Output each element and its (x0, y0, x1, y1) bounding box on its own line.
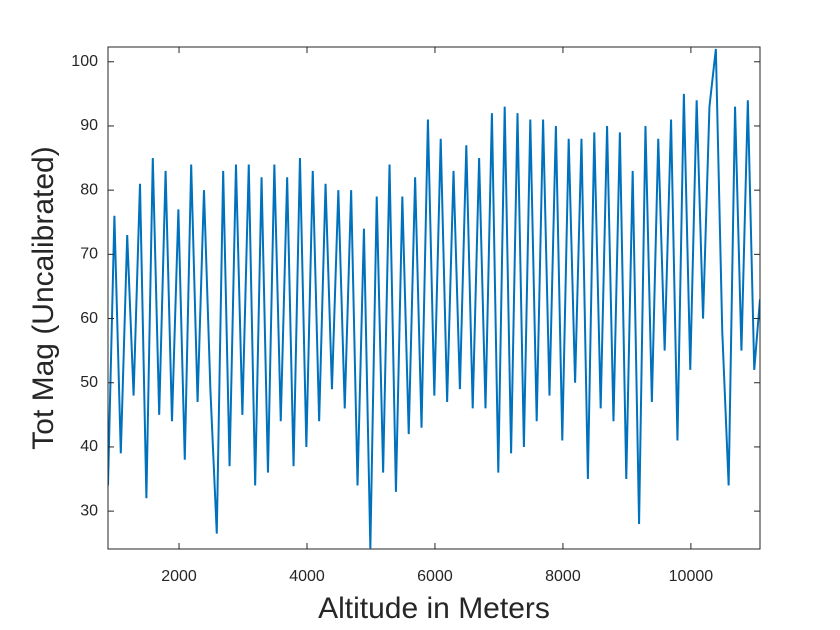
y-tick-label: 90 (80, 117, 98, 134)
y-tick-label: 100 (71, 53, 98, 70)
y-tick-label: 80 (80, 181, 98, 198)
data-line (108, 48, 760, 549)
x-axis-label: Altitude in Meters (318, 592, 550, 625)
y-tick-label: 60 (80, 310, 98, 327)
plot-frame (107, 46, 761, 550)
y-tick-label: 40 (80, 438, 98, 455)
y-tick-label: 30 (80, 502, 98, 519)
x-tick-label: 2000 (161, 568, 197, 585)
y-axis-label: Tot Mag (Uncalibrated) (27, 146, 60, 449)
x-tick-label: 8000 (545, 568, 581, 585)
y-tick-label: 70 (80, 246, 98, 263)
y-tick-label: 50 (80, 374, 98, 391)
x-tick-label: 10000 (669, 568, 714, 585)
x-tick-label: 6000 (417, 568, 453, 585)
x-tick-label: 4000 (289, 568, 325, 585)
